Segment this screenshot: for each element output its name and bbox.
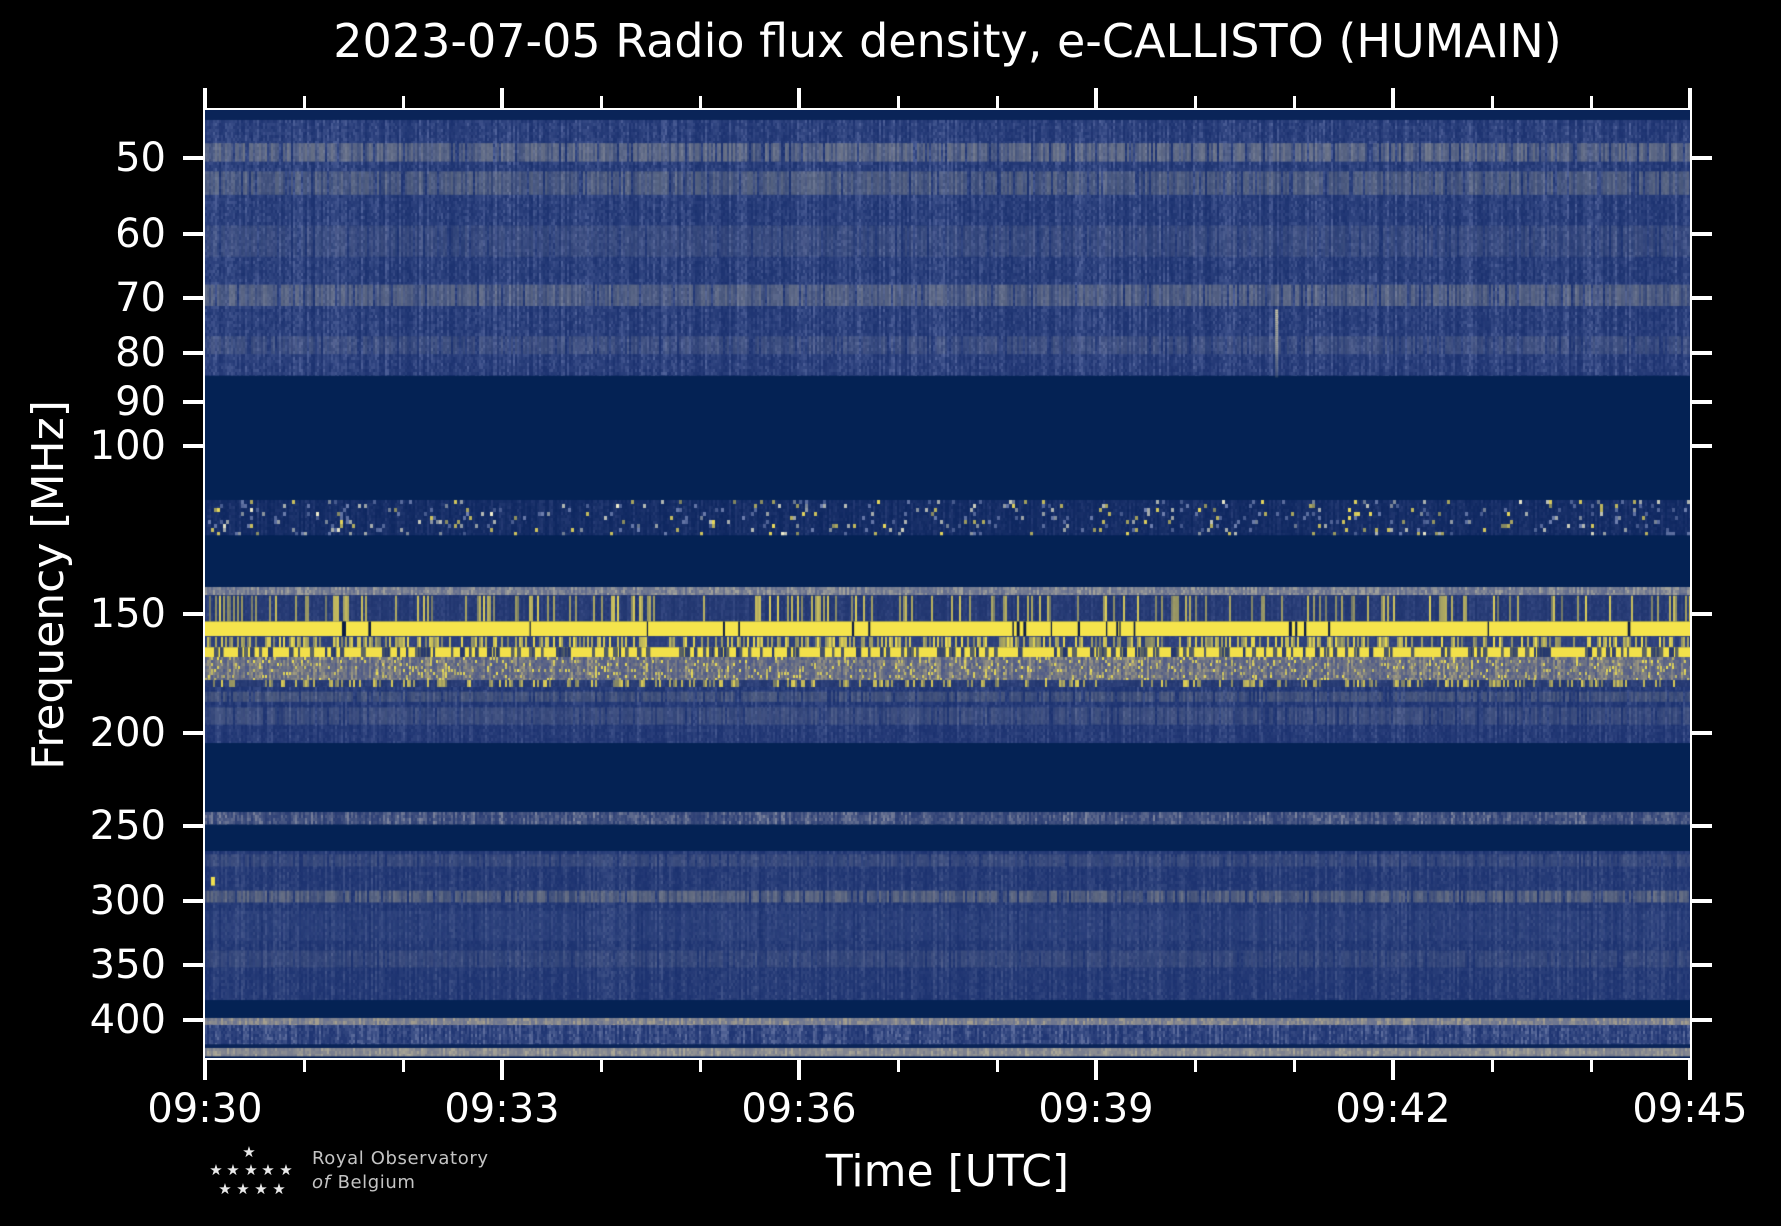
y-tick-label: 400 (89, 997, 166, 1044)
x-tick-minor-bottom (1293, 1060, 1296, 1072)
logo-text-line1: Royal Observatory (312, 1148, 489, 1169)
y-tick-major-right (1690, 156, 1712, 161)
x-tick-minor-bottom (303, 1060, 306, 1072)
x-tick-minor-top (1590, 96, 1593, 108)
y-tick-major-left (183, 1018, 205, 1023)
x-tick-label: 09:45 (1632, 1086, 1748, 1132)
x-tick-label: 09:42 (1335, 1086, 1451, 1132)
y-tick-label: 250 (89, 802, 166, 849)
x-axis-label: Time [UTC] (825, 1146, 1070, 1197)
x-tick-minor-top (996, 96, 999, 108)
plot-frame (203, 108, 1692, 1060)
y-tick-major-right (1690, 399, 1712, 404)
x-tick-minor-top (402, 96, 405, 108)
logo-star-icon: ★ (261, 1161, 275, 1179)
y-tick-major-right (1690, 1018, 1712, 1023)
y-tick-major-right (1690, 443, 1712, 448)
x-tick-minor-top (600, 96, 603, 108)
x-tick-major-bottom (797, 1060, 801, 1080)
logo-star-icon: ★ (236, 1180, 250, 1198)
logo-star-icon: ★ (272, 1180, 286, 1198)
x-tick-minor-bottom (600, 1060, 603, 1072)
y-tick-label: 350 (89, 942, 166, 989)
x-tick-minor-bottom (402, 1060, 405, 1072)
y-tick-major-right (1690, 731, 1712, 736)
y-tick-major-right (1690, 963, 1712, 968)
x-tick-major-bottom (203, 1060, 207, 1080)
y-tick-label: 50 (115, 135, 166, 182)
y-tick-label: 200 (89, 710, 166, 757)
x-tick-major-bottom (500, 1060, 504, 1080)
x-tick-minor-top (1293, 96, 1296, 108)
x-tick-minor-bottom (699, 1060, 702, 1072)
logo-text-belgium: Belgium (337, 1172, 416, 1193)
y-tick-major-left (183, 231, 205, 236)
logo-star-icon: ★ (226, 1161, 240, 1179)
x-tick-label: 09:33 (444, 1086, 560, 1132)
x-tick-major-top (1391, 88, 1395, 108)
logo-star-icon: ★ (254, 1180, 268, 1198)
logo-star-icon: ★ (279, 1161, 293, 1179)
x-tick-major-bottom (1094, 1060, 1098, 1080)
x-tick-major-bottom (1391, 1060, 1395, 1080)
y-tick-major-left (183, 351, 205, 356)
y-tick-major-left (183, 611, 205, 616)
y-tick-major-left (183, 963, 205, 968)
logo-text-line2: of Belgium (312, 1172, 416, 1193)
logo-text-of: of (312, 1172, 331, 1193)
y-tick-major-right (1690, 231, 1712, 236)
y-tick-major-left (183, 823, 205, 828)
y-tick-major-right (1690, 899, 1712, 904)
chart-title: 2023-07-05 Radio flux density, e-CALLIST… (333, 14, 1562, 68)
y-tick-label: 300 (89, 878, 166, 925)
x-tick-major-top (1094, 88, 1098, 108)
x-tick-minor-bottom (1491, 1060, 1494, 1072)
y-tick-label: 70 (115, 274, 166, 321)
x-tick-minor-bottom (1194, 1060, 1197, 1072)
x-tick-major-top (1688, 88, 1692, 108)
y-axis-label: Frequency [MHz] (23, 400, 74, 770)
y-tick-label: 100 (89, 422, 166, 469)
x-tick-label: 09:30 (147, 1086, 263, 1132)
x-tick-minor-top (303, 96, 306, 108)
x-tick-minor-bottom (1590, 1060, 1593, 1072)
y-tick-major-right (1690, 351, 1712, 356)
y-tick-label: 60 (115, 210, 166, 257)
y-tick-major-right (1690, 823, 1712, 828)
y-tick-major-right (1690, 611, 1712, 616)
y-tick-major-left (183, 899, 205, 904)
logo-star-icon: ★ (244, 1161, 258, 1179)
logo-star-icon: ★ (209, 1161, 223, 1179)
x-tick-minor-bottom (996, 1060, 999, 1072)
y-tick-major-left (183, 443, 205, 448)
x-tick-minor-top (1194, 96, 1197, 108)
y-tick-major-left (183, 399, 205, 404)
x-tick-major-top (500, 88, 504, 108)
y-tick-major-right (1690, 295, 1712, 300)
x-tick-major-bottom (1688, 1060, 1692, 1080)
y-tick-major-left (183, 156, 205, 161)
logo-star-icon: ★ (218, 1180, 232, 1198)
x-tick-major-top (203, 88, 207, 108)
logo-star-icon: ★ (242, 1143, 256, 1161)
x-tick-minor-top (699, 96, 702, 108)
x-tick-label: 09:36 (741, 1086, 857, 1132)
x-tick-minor-top (897, 96, 900, 108)
x-tick-minor-bottom (897, 1060, 900, 1072)
spectrogram-canvas (205, 110, 1690, 1058)
y-tick-label: 150 (89, 590, 166, 637)
y-tick-major-left (183, 731, 205, 736)
x-tick-major-top (797, 88, 801, 108)
y-tick-major-left (183, 295, 205, 300)
y-tick-label: 80 (115, 330, 166, 377)
x-tick-label: 09:39 (1038, 1086, 1154, 1132)
y-tick-label: 90 (115, 378, 166, 425)
x-tick-minor-top (1491, 96, 1494, 108)
